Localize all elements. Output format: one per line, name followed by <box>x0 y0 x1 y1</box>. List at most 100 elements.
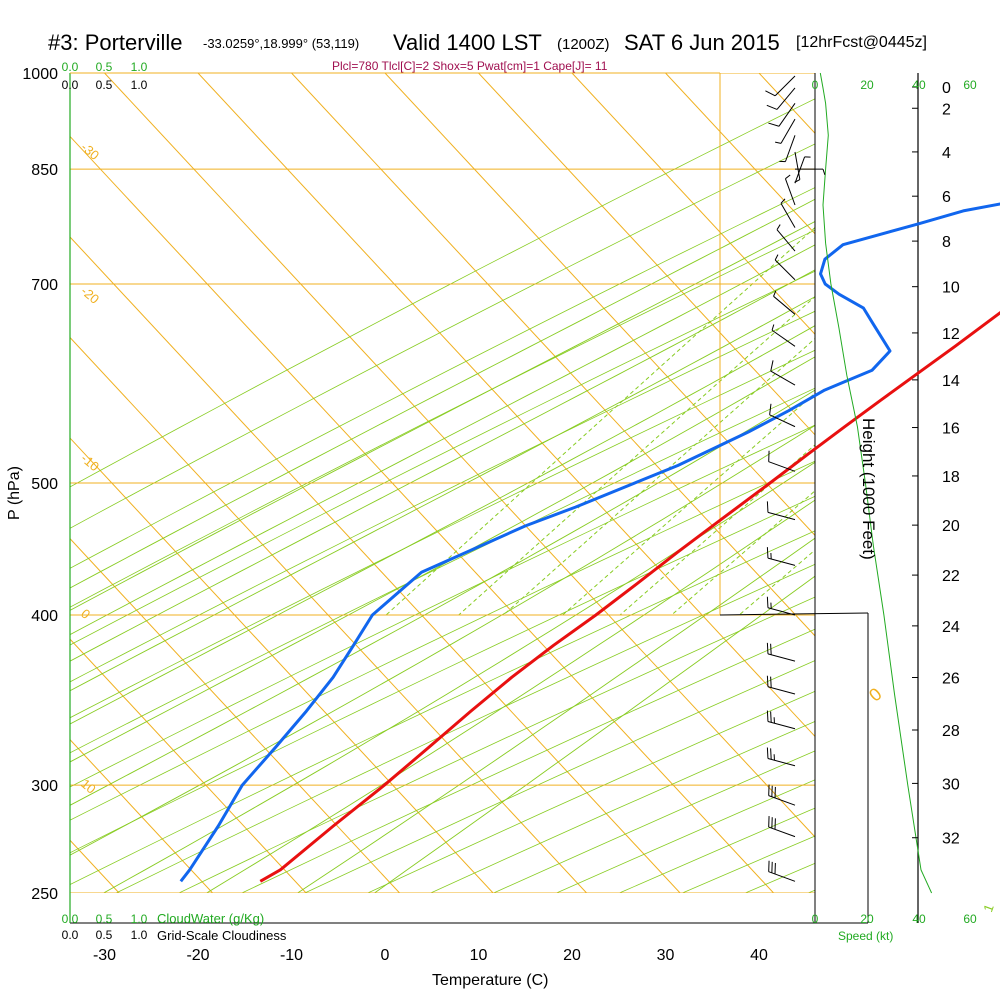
wind-barb <box>780 118 796 144</box>
height-tick-label: 10 <box>942 280 960 297</box>
height-tick-label: 6 <box>942 189 951 206</box>
pressure-tick-label: 500 <box>31 476 58 493</box>
moist-adiabat <box>70 269 815 662</box>
wind-speed-line <box>819 72 933 894</box>
height-tick-label: 2 <box>942 101 951 118</box>
temperature-tick-label: -20 <box>186 947 209 964</box>
speed-tick-top: 0 <box>812 78 819 92</box>
wind-barb <box>767 607 796 616</box>
moist-adiabat <box>70 389 815 806</box>
wind-barb <box>767 758 796 767</box>
wind-barb <box>794 156 806 184</box>
cloudwater-tick-top: 0.5 <box>96 60 113 74</box>
cloudwater-tick-bottom: 1.0 <box>131 912 148 926</box>
mixing-ratio-line <box>562 392 815 616</box>
speed-tick-top: 60 <box>963 78 977 92</box>
cloudiness-tick-top: 0.5 <box>96 78 113 92</box>
wind-barb <box>773 295 796 315</box>
speed-tick-top: 40 <box>912 78 926 92</box>
isotherm-label: -30 <box>78 139 102 163</box>
temperature-axis-label: Temperature (C) <box>432 972 549 989</box>
isotherm-line <box>70 638 307 893</box>
height-axis-label: Height (1000 Feet) <box>859 418 878 560</box>
height-tick-label: 26 <box>942 670 960 687</box>
forecast-info: [12hrFcst@0445z] <box>796 34 927 51</box>
mixing-ratio-line <box>385 226 815 616</box>
wind-barb-flag <box>771 324 775 331</box>
temperature-tick-label: 0 <box>381 947 390 964</box>
wind-barb <box>768 795 796 806</box>
height-tick-label: 14 <box>942 373 960 390</box>
mixing-ratio-label: 1 <box>980 902 997 914</box>
pressure-tick-label: 300 <box>31 778 58 795</box>
wind-barb-flag <box>768 122 780 127</box>
moist-adiabat <box>70 198 815 589</box>
wind-barb-flag <box>766 501 769 513</box>
temperature-tick-label: 10 <box>470 947 488 964</box>
speed-label: Speed (kt) <box>838 929 894 943</box>
valid-date: SAT 6 Jun 2015 <box>624 30 780 55</box>
temperature-tick-label: -10 <box>280 947 303 964</box>
isobar-lines <box>70 73 815 893</box>
temperature-tick-label: 20 <box>563 947 581 964</box>
isotherm-label: 10 <box>78 776 99 797</box>
mixing-ratio-lines <box>385 226 815 616</box>
isotherm-label: -20 <box>78 283 102 307</box>
cloudwater-label: CloudWater (g/Kg) <box>157 911 265 926</box>
moist-adiabat <box>70 356 815 763</box>
moist-adiabat <box>70 325 815 725</box>
temperature-tick-label: -30 <box>93 947 116 964</box>
wind-barb-flag <box>766 104 778 110</box>
profile-series <box>179 202 1000 883</box>
site-title: #3: Porterville <box>48 30 183 55</box>
axes <box>69 72 919 924</box>
wind-barb <box>778 103 796 127</box>
hodo-frame-diagonal <box>719 612 869 616</box>
mixing-ratio-line <box>503 337 815 616</box>
temperature-tick-label: 30 <box>657 947 675 964</box>
wind-barb-flag <box>770 676 772 688</box>
wind-barb <box>776 229 796 252</box>
speed-tick-bottom: 40 <box>912 912 926 926</box>
moist-adiabat-lines <box>70 198 815 893</box>
wind-barb-flag <box>785 174 791 180</box>
wind-barb <box>768 871 796 882</box>
wind-barb <box>767 511 796 521</box>
wind-barb-flag <box>766 710 769 722</box>
moist-adiabat <box>297 537 815 893</box>
dry-adiabat <box>70 143 815 529</box>
valid-time: Valid 1400 LST <box>393 30 542 55</box>
wind-barb-flag <box>780 198 786 204</box>
temperature-profile-line <box>259 311 1000 883</box>
wind-barb-flag <box>769 403 772 415</box>
moist-adiabat <box>70 424 815 856</box>
wind-barb <box>771 329 796 347</box>
wind-barb <box>794 151 801 180</box>
dry-adiabat <box>70 98 815 488</box>
cloudiness-tick-top: 0.0 <box>62 78 79 92</box>
wind-barb-flag <box>765 90 776 97</box>
pressure-tick-label: 1000 <box>22 66 58 83</box>
dry-adiabat <box>70 229 815 608</box>
height-tick-label: 24 <box>942 619 960 636</box>
height-tick-label: 22 <box>942 568 960 585</box>
height-tick-label: 8 <box>942 234 951 251</box>
isotherm-label: 0 <box>78 606 93 622</box>
temperature-tick-label: 40 <box>750 947 768 964</box>
wind-panel <box>765 72 933 894</box>
wind-barb <box>767 653 796 662</box>
height-tick-label: 28 <box>942 723 960 740</box>
height-tick-label: 12 <box>942 326 960 343</box>
moist-adiabat <box>103 461 815 893</box>
wind-barb-flag <box>794 179 801 183</box>
height-tick-label: 32 <box>942 831 960 848</box>
speed-tick-bottom: 0 <box>812 912 819 926</box>
dry-adiabat <box>70 187 815 569</box>
dry-adiabat-lines <box>70 98 815 893</box>
cloudiness-tick-bottom: 0.0 <box>62 928 79 942</box>
wind-barb-flag <box>766 642 769 654</box>
isotherm-line <box>70 738 213 893</box>
wind-barb-flag <box>766 547 769 559</box>
wind-barb-flag <box>770 711 772 723</box>
wind-barb-flag <box>774 254 779 261</box>
